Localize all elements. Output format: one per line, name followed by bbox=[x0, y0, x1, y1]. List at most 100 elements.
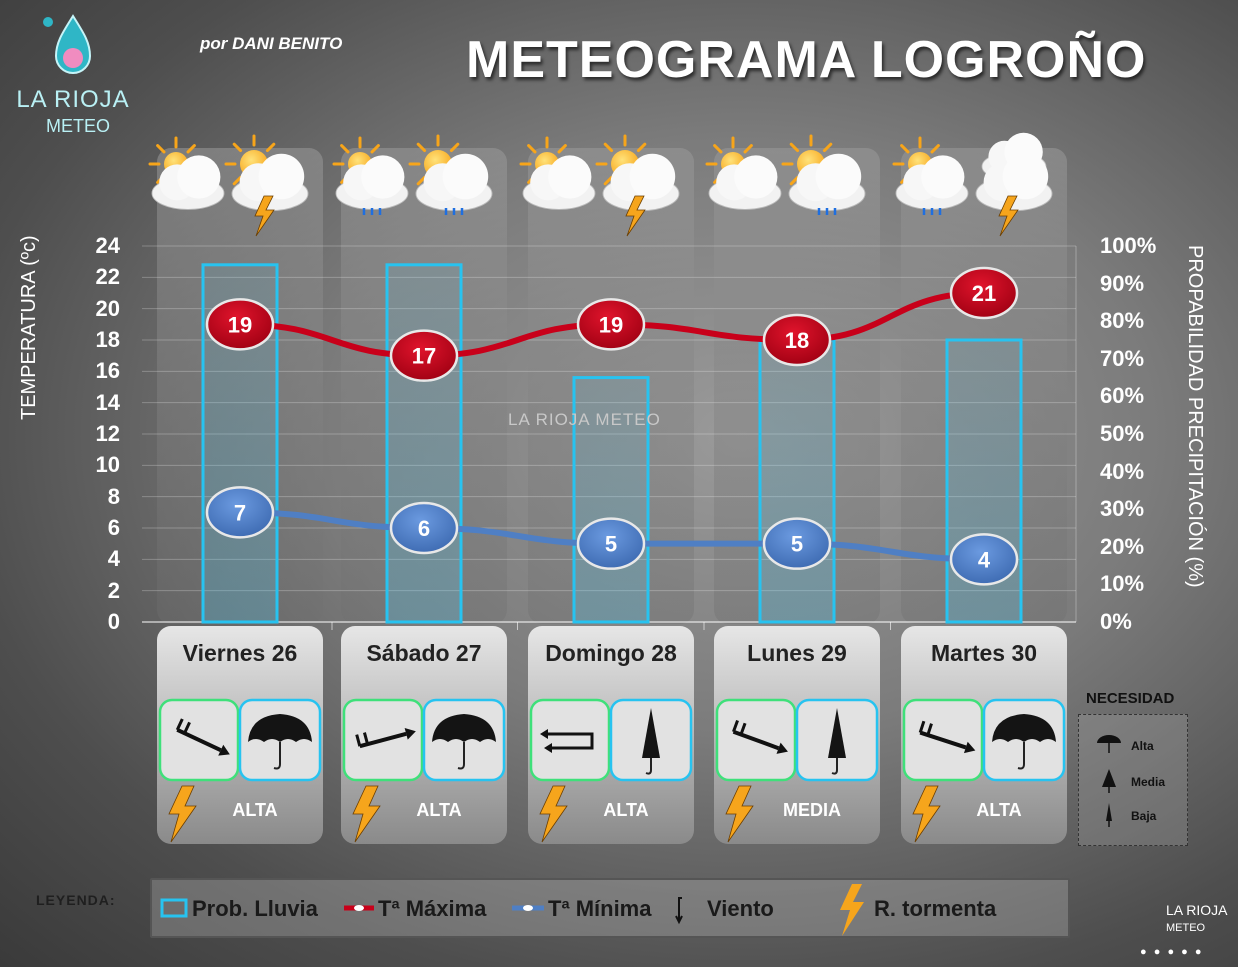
sun-ray bbox=[603, 142, 614, 153]
umbrella-closed-icon-2 bbox=[642, 708, 660, 775]
tmax-point-0 bbox=[205, 298, 275, 351]
sun-ray bbox=[416, 175, 427, 186]
y-right-tick-label: 30% bbox=[1100, 496, 1145, 522]
tmax-value-label-0: 19 bbox=[228, 312, 252, 337]
cloud-icon-3-a bbox=[708, 155, 782, 210]
cloud-icon-3-b bbox=[788, 153, 866, 212]
tmin-value-label-4: 4 bbox=[978, 547, 991, 572]
cloud-part bbox=[361, 155, 405, 199]
facebook-icon[interactable]: ● bbox=[1140, 946, 1149, 958]
y-left-tick-label: 0 bbox=[107, 609, 120, 634]
wind-shaft bbox=[359, 731, 407, 749]
cloud-part bbox=[548, 155, 592, 199]
sun-ray bbox=[743, 144, 753, 154]
cloud-part bbox=[177, 155, 221, 199]
tmax-point-3 bbox=[762, 313, 832, 367]
rain-bar-1 bbox=[385, 263, 463, 624]
wind-arrow-icon-4 bbox=[918, 720, 976, 754]
rain-bar-2 bbox=[572, 376, 650, 624]
necesidad-title: NECESIDAD bbox=[1086, 690, 1175, 707]
storm-bolt-icon-panel-3 bbox=[725, 785, 754, 843]
necesidad-baja: Baja bbox=[1131, 809, 1157, 823]
storm-risk-label-3: MEDIA bbox=[783, 800, 841, 820]
byline: por DANI BENITO bbox=[200, 34, 343, 53]
legend-rain-swatch bbox=[160, 898, 188, 918]
necesidad-media: Media bbox=[1131, 775, 1166, 789]
y-left-tick-label: 14 bbox=[95, 389, 120, 415]
tmax-value-label-2: 19 bbox=[599, 312, 623, 337]
sun-ray bbox=[265, 142, 276, 153]
umbrella-canopy bbox=[642, 708, 660, 758]
y-left-axis-title: TEMPERATURA (ºc) bbox=[18, 235, 40, 420]
y-right-axis-title: PROPABILIDAD PRECIPITACIÓN (%) bbox=[1184, 245, 1206, 588]
day-label-4: Martes 30 bbox=[930, 640, 1038, 666]
y-right-tick-label: 60% bbox=[1100, 383, 1145, 409]
sun-ray bbox=[416, 142, 427, 153]
storm-bolt-icon-4 bbox=[998, 195, 1019, 237]
footer-brand-name: LA RIOJA bbox=[1166, 902, 1228, 918]
cloud-part bbox=[442, 153, 489, 200]
whatsapp-icon[interactable]: ● bbox=[1194, 946, 1204, 958]
cloud-icon-0-b bbox=[231, 153, 309, 212]
storm-bolt-icon-2 bbox=[625, 195, 646, 237]
footer-brand-sub: METEO bbox=[1166, 922, 1206, 934]
storm-bolt-icon-0 bbox=[254, 195, 275, 237]
page-title: METEOGRAMA LOGROÑO bbox=[466, 31, 1147, 89]
tmax-value-label-4: 21 bbox=[972, 281, 996, 306]
sun-ray bbox=[789, 175, 800, 186]
umbrella-handle bbox=[1017, 742, 1025, 770]
x-icon[interactable]: ● bbox=[1153, 946, 1163, 958]
umbrella-closed-icon bbox=[1106, 803, 1112, 827]
umbrella-handle bbox=[645, 758, 652, 775]
wind-arrow-icon-0 bbox=[175, 718, 230, 756]
sun-ray bbox=[789, 142, 800, 153]
legend-wind-label: Viento bbox=[707, 896, 774, 921]
sun-ray bbox=[449, 142, 460, 153]
legend-storm-icon bbox=[840, 884, 864, 936]
y-left-tick-label: 16 bbox=[95, 358, 120, 384]
cloud-part bbox=[734, 155, 778, 199]
necesidad-alta: Alta bbox=[1131, 739, 1154, 753]
storm-risk-label-0: ALTA bbox=[232, 800, 278, 820]
sun-ray bbox=[370, 144, 380, 154]
y-right-tick-label: 20% bbox=[1100, 533, 1145, 559]
storm-risk-label-1: ALTA bbox=[416, 800, 462, 820]
umbrella-closed-icon-3 bbox=[828, 708, 846, 775]
tmax-value-label-1: 17 bbox=[412, 344, 436, 369]
tmin-value-label-1: 6 bbox=[418, 516, 430, 541]
sun-ray bbox=[340, 144, 350, 154]
wind-barb bbox=[918, 720, 926, 734]
tmin-point-1 bbox=[389, 501, 459, 555]
wind-head bbox=[218, 744, 230, 756]
legend-storm-label: R. tormenta bbox=[874, 896, 997, 921]
wind-barb bbox=[183, 721, 191, 734]
legend-wind-icon bbox=[675, 897, 683, 925]
sun-ray bbox=[232, 142, 243, 153]
tmin-value-label-3: 5 bbox=[791, 532, 803, 557]
umbrella-canopy bbox=[432, 714, 496, 742]
legend-min-swatch bbox=[512, 905, 544, 911]
y-left-tick-label: 4 bbox=[107, 546, 120, 572]
y-left-tick-label: 8 bbox=[107, 483, 120, 509]
storm-risk-label-2: ALTA bbox=[603, 800, 649, 820]
legend-max-label: Tª Máxima bbox=[378, 896, 487, 921]
wind-shaft bbox=[919, 730, 967, 750]
cloud-icon-2-b bbox=[602, 153, 680, 212]
umbrella-canopy bbox=[828, 708, 846, 758]
wind-barb bbox=[739, 722, 747, 736]
y-left-tick-label: 12 bbox=[95, 421, 120, 446]
umbrella-open-icon-0 bbox=[248, 714, 312, 770]
y-left-tick-label: 2 bbox=[107, 577, 120, 603]
y-right-tick-label: 40% bbox=[1100, 458, 1145, 484]
wind-barb bbox=[355, 734, 362, 747]
y-right-tick-label: 10% bbox=[1100, 571, 1145, 597]
necesidad-legend: Alta Media Baja bbox=[1078, 714, 1188, 846]
wind-head bbox=[540, 729, 548, 739]
instagram-icon[interactable]: ● bbox=[1167, 946, 1177, 958]
storm-bolt-icon-panel-0 bbox=[168, 785, 197, 843]
telegram-icon[interactable]: ● bbox=[1181, 946, 1190, 958]
wind-head bbox=[963, 741, 976, 754]
tmax-value-label-3: 18 bbox=[785, 328, 809, 353]
cloud-part bbox=[258, 153, 305, 200]
wind-barb bbox=[732, 720, 739, 733]
